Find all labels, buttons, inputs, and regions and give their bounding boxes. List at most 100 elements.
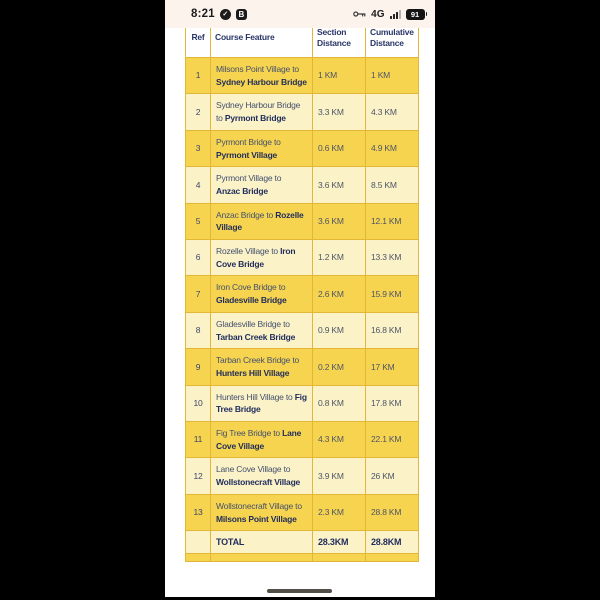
total-row: TOTAL 28.3KM 28.8KM: [185, 530, 419, 555]
feature-cell: Fig Tree Bridge to Lane Cove Village: [210, 421, 313, 459]
feature-from-text: Milsons Point Village to: [216, 64, 299, 74]
feature-cell: Milsons Point Village to Sydney Harbour …: [210, 56, 313, 95]
section-distance-cell: 1 KM: [312, 56, 366, 95]
battery-percent-text: 91: [405, 8, 425, 20]
feature-from-text: Tarban Creek Bridge to: [216, 355, 300, 366]
ref-cell: 5: [185, 202, 211, 241]
course-distance-table: Ref Course Feature Section Distance Cumu…: [185, 18, 419, 563]
section-distance-cell: 4.3 KM: [312, 421, 366, 459]
table-row: 3 Pyrmont Bridge to Pyrmont Village 0.6 KM…: [185, 129, 419, 168]
network-type-label: 4G: [371, 8, 385, 20]
feature-cell: Sydney Harbour Bridge to Pyrmont Bridge: [210, 93, 313, 131]
feature-destination-text: Sydney Harbour Bridge: [216, 76, 307, 87]
ref-cell: 9: [185, 348, 211, 386]
section-distance-cell: 2.3 KM: [312, 493, 366, 532]
cumulative-distance-cell: 17 KM: [365, 348, 419, 386]
section-distance-cell: 0.6 KM: [312, 129, 366, 168]
section-distance-cell: 0.2 KM: [312, 348, 366, 386]
signal-strength-icon: [389, 9, 401, 19]
cumulative-distance-cell: 22.1 KM: [365, 421, 419, 459]
feature-from-text: Pyrmont Village to: [216, 173, 282, 184]
b-app-icon: B: [235, 8, 247, 20]
cumulative-distance-cell: 26 KM: [365, 457, 419, 495]
ref-cell: 10: [185, 384, 211, 423]
table-row: 5 Anzac Bridge to Rozelle Village 3.6 KM 12…: [185, 202, 419, 241]
cumulative-distance-cell: 8.5 KM: [365, 166, 419, 204]
section-distance-cell: 2.6 KM: [312, 275, 366, 313]
table-row: 12 Lane Cove Village to Wollstonecraft Vi…: [185, 457, 419, 495]
course-table-container: Ref Course Feature Section Distance Cumu…: [185, 18, 419, 563]
feature-from-text: Fig Tree Bridge to: [216, 428, 280, 439]
table-row: 6 Rozelle Village to Iron Cove Bridge 1.2 …: [185, 239, 419, 277]
shield-check-icon: ✓: [219, 8, 231, 20]
table-row: 1 Milsons Point Village to Sydney Harbour…: [185, 56, 419, 95]
feature-destination-text: Pyrmont Bridge: [224, 113, 286, 124]
feature-from-text: Hunters Hill Village to: [216, 391, 293, 402]
table-row: 8 Gladesville Bridge to Tarban Creek Brid…: [185, 311, 419, 350]
cumulative-distance-cell: 4.9 KM: [365, 129, 419, 168]
ref-cell: 2: [185, 93, 211, 131]
feature-destination-text: Rozelle Village: [216, 209, 304, 233]
feature-destination-text: Anzac Bridge: [216, 185, 268, 196]
feature-cell: Rozelle Village to Iron Cove Bridge: [210, 239, 313, 277]
feature-destination-text: Iron Cove Bridge: [216, 246, 296, 269]
home-indicator[interactable]: [267, 589, 332, 593]
table-row: 4 Pyrmont Village to Anzac Bridge 3.6 KM 8.…: [185, 166, 419, 204]
cumulative-distance-cell: 28.8 KM: [365, 493, 419, 532]
feature-destination-text: Lane Cove Village: [216, 428, 302, 451]
feature-destination-text: Milsons Point Village: [216, 513, 297, 524]
ref-cell: 11: [185, 421, 211, 459]
feature-cell: Wollstonecraft Village to Milsons Point …: [210, 493, 313, 532]
feature-from-text: Anzac Bridge to: [216, 209, 274, 220]
ref-cell: 3: [185, 129, 211, 168]
table-row: 10 Hunters Hill Village to Fig Tree Bridg…: [185, 384, 419, 423]
total-ref-cell: [185, 530, 211, 555]
feature-destination-text: Pyrmont Village: [216, 149, 278, 160]
feature-destination-text: Hunters Hill Village: [216, 367, 290, 378]
feature-destination-text: Wollstonecraft Village: [216, 477, 301, 488]
feature-destination-text: Fig Tree Bridge: [216, 391, 307, 415]
ref-cell: 6: [185, 239, 211, 277]
feature-cell: Iron Cove Bridge to Gladesville Bridge: [210, 275, 313, 313]
phone-screen: 8:21 ✓ B 4G 91: [165, 0, 435, 597]
section-distance-cell: 3.3 KM: [312, 93, 366, 131]
ref-cell: 4: [185, 166, 211, 204]
total-label-cell: TOTAL: [210, 530, 313, 555]
cumulative-distance-cell: 16.8 KM: [365, 311, 419, 350]
section-distance-cell: 3.6 KM: [312, 202, 366, 241]
total-cumulative-cell: 28.8KM: [365, 530, 419, 555]
table-row: 7 Iron Cove Bridge to Gladesville Bridge 2…: [185, 275, 419, 313]
clock-text: 8:21: [191, 8, 215, 20]
cumulative-distance-cell: 13.3 KM: [365, 239, 419, 277]
cumulative-distance-cell: 17.8 KM: [365, 384, 419, 423]
feature-cell: Hunters Hill Village to Fig Tree Bridge: [210, 384, 313, 423]
ref-cell: 8: [185, 311, 211, 350]
table-row: 2 Sydney Harbour Bridge to Pyrmont Bridge…: [185, 93, 419, 131]
feature-cell: Pyrmont Bridge to Pyrmont Village: [210, 129, 313, 168]
section-distance-cell: 3.9 KM: [312, 457, 366, 495]
battery-icon: 91: [405, 8, 427, 20]
feature-from-text: Gladesville Bridge to: [216, 318, 290, 329]
table-row: 11 Fig Tree Bridge to Lane Cove Village 4.…: [185, 421, 419, 459]
ref-cell: 13: [185, 493, 211, 532]
feature-cell: Pyrmont Village to Anzac Bridge: [210, 166, 313, 204]
cumulative-distance-cell: 12.1 KM: [365, 202, 419, 241]
section-distance-cell: 0.9 KM: [312, 311, 366, 350]
feature-cell: Anzac Bridge to Rozelle Village: [210, 202, 313, 241]
feature-from-text: Lane Cove Village to: [216, 464, 291, 475]
feature-destination-text: Tarban Creek Bridge: [216, 331, 296, 342]
status-bar: 8:21 ✓ B 4G 91: [165, 0, 435, 28]
status-bar-left: 8:21 ✓ B: [191, 8, 247, 20]
total-section-cell: 28.3KM: [312, 530, 366, 555]
table-row: 9 Tarban Creek Bridge to Hunters Hill Vil…: [185, 348, 419, 386]
clipped-next-row: [185, 553, 419, 563]
ref-cell: 7: [185, 275, 211, 313]
status-bar-right: 4G 91: [353, 8, 427, 20]
section-distance-cell: 1.2 KM: [312, 239, 366, 277]
table-row: 13 Wollstonecraft Village to Milsons Poin…: [185, 493, 419, 532]
feature-from-text: Sydney Harbour Bridge to: [216, 100, 301, 124]
feature-cell: Gladesville Bridge to Tarban Creek Bridg…: [210, 311, 313, 350]
section-distance-cell: 0.8 KM: [312, 384, 366, 423]
feature-destination-text: Gladesville Bridge: [216, 295, 287, 306]
feature-from-text: Wollstonecraft Village to: [216, 500, 302, 511]
